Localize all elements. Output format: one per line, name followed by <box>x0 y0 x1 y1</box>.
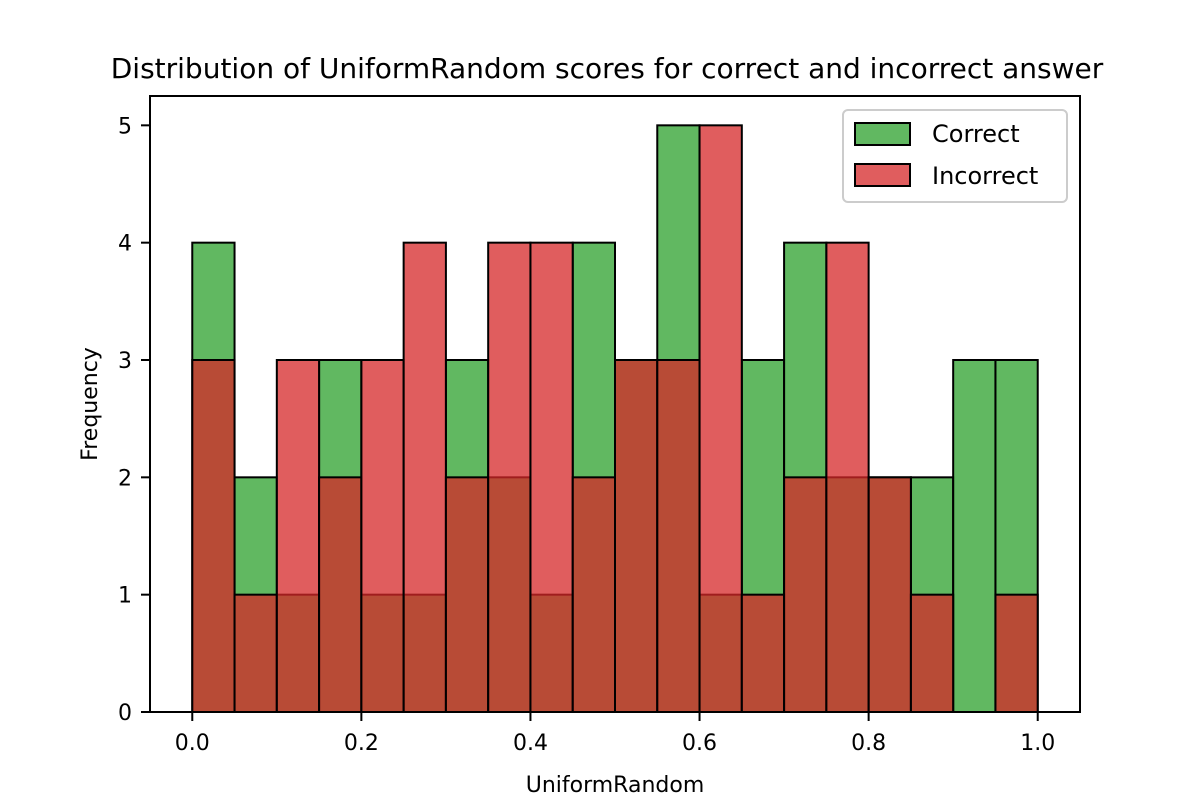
x-axis-label: UniformRandom <box>526 773 705 798</box>
y-tick-label-5: 5 <box>118 114 132 139</box>
x-tick-label-2: 0.4 <box>513 731 548 756</box>
bar-incorrect-bin-15 <box>825 241 870 714</box>
y-axis-label: Frequency <box>78 347 103 461</box>
x-tick-label-3: 0.6 <box>682 731 717 756</box>
y-tick-label-1: 1 <box>118 584 132 609</box>
bar-incorrect-bin-8 <box>529 241 574 714</box>
legend-swatch-correct <box>854 122 911 146</box>
bar-incorrect-bin-17 <box>909 593 955 714</box>
bar-incorrect-bin-16 <box>867 476 912 714</box>
chart-title: Distribution of UniformRandom scores for… <box>111 52 1104 85</box>
bar-incorrect-bin-2 <box>275 359 321 713</box>
series-incorrect-bars <box>191 124 1039 714</box>
bar-incorrect-bin-11 <box>656 359 701 713</box>
y-axis-ticks: 0 1 2 3 4 5 <box>118 114 150 726</box>
y-tick-label-3: 3 <box>118 349 132 374</box>
y-tick-label-4: 4 <box>118 232 132 257</box>
bar-incorrect-bin-12 <box>698 124 743 714</box>
bar-incorrect-bin-4 <box>360 359 405 713</box>
legend-label-incorrect: Incorrect <box>932 162 1038 190</box>
bar-incorrect-bin-7 <box>487 241 532 714</box>
x-axis-ticks: 0.0 0.2 0.4 0.6 0.8 1.0 <box>175 712 1055 756</box>
x-tick-label-1: 0.2 <box>344 731 379 756</box>
bar-incorrect-bin-13 <box>740 593 786 714</box>
bar-incorrect-bin-14 <box>783 476 828 714</box>
legend-label-correct: Correct <box>932 120 1020 148</box>
bar-incorrect-bin-10 <box>614 359 659 713</box>
legend-swatch-incorrect <box>854 163 911 187</box>
bar-incorrect-bin-1 <box>233 593 278 714</box>
bar-incorrect-bin-6 <box>444 476 490 714</box>
bar-incorrect-bin-9 <box>571 476 617 714</box>
bar-incorrect-bin-3 <box>318 476 363 714</box>
y-tick-label-2: 2 <box>118 466 132 491</box>
bar-incorrect-bin-5 <box>402 241 447 714</box>
x-tick-label-5: 1.0 <box>1020 731 1055 756</box>
y-tick-label-0: 0 <box>118 701 132 726</box>
bar-incorrect-bin-19 <box>994 593 1039 714</box>
x-tick-label-0: 0.0 <box>175 731 210 756</box>
plot-frame <box>149 95 1081 713</box>
x-tick-label-4: 0.8 <box>851 731 886 756</box>
bar-incorrect-bin-0 <box>191 359 236 713</box>
bar-correct-bin-18 <box>952 359 997 713</box>
legend: Correct Incorrect <box>842 109 1068 203</box>
